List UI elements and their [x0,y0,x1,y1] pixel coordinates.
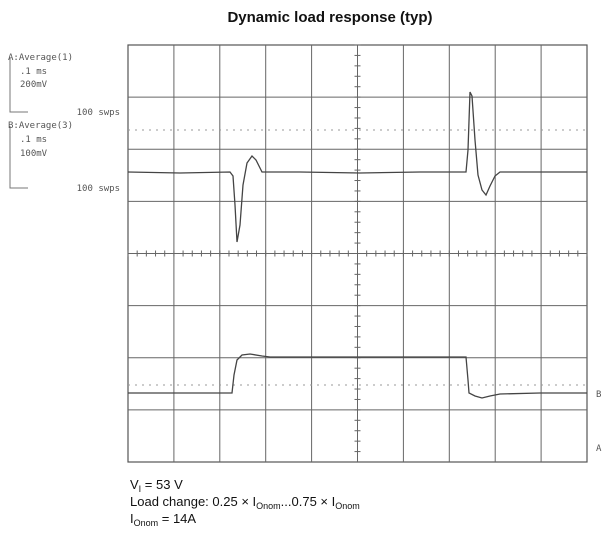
note-text: = 53 V [141,477,183,492]
note-text: = 14A [158,511,196,526]
time-scale: .1 ms [20,135,47,145]
note-subscript: Onom [256,501,281,511]
channel-name: A:Average(1) [8,53,73,63]
trace-marker: B [596,390,601,400]
note-line: Load change: 0.25 × IOnom...0.75 × IOnom [130,494,360,511]
note-line: VI = 53 V [130,477,183,494]
sweeps: 100 swps [77,108,120,118]
trace-a [127,91,587,243]
grid [127,44,588,463]
channel-bracket [9,58,28,189]
volt-scale: 200mV [20,80,48,90]
channel-name: B:Average(3) [8,121,73,131]
note-subscript: I [139,484,142,494]
time-scale: .1 ms [20,67,47,77]
title: Dynamic load response (typ) [227,9,432,26]
markers: BA [596,390,602,454]
volt-scale: 100mV [20,149,48,159]
trace-marker: A [596,444,602,454]
note-subscript: Onom [134,518,159,528]
trace-b [128,353,587,399]
note-line: IOnom = 14A [130,511,196,528]
note-text: Load change: 0.25 × I [130,494,256,509]
note-text: I [130,511,134,526]
note-subscript: Onom [335,501,360,511]
note-text: V [130,477,139,492]
sweeps: 100 swps [77,184,120,194]
note-text: ...0.75 × I [281,494,336,509]
channel-labels: A:Average(1) .1 ms 200mV 100 swps B:Average(… [8,53,120,194]
